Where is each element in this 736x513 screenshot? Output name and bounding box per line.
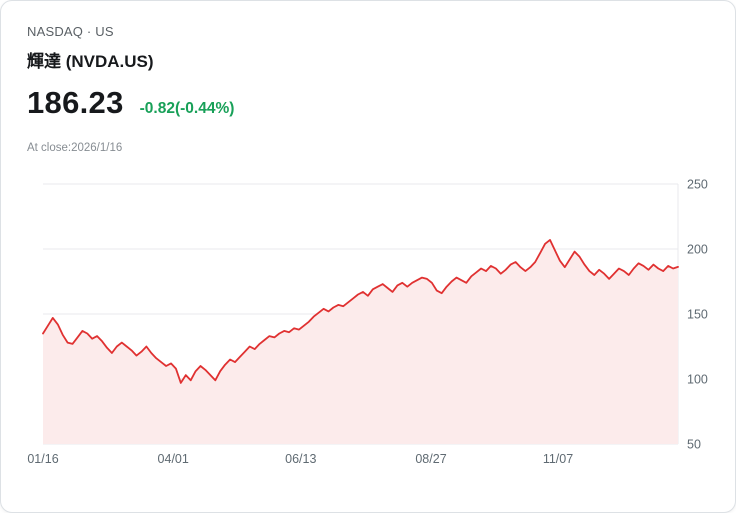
y-tick-label: 50: [687, 438, 701, 452]
x-tick-label: 01/16: [27, 452, 58, 466]
price-change: -0.82(-0.44%): [139, 100, 235, 117]
last-price: 186.23: [27, 85, 124, 120]
exchange-label: NASDAQ · US: [27, 24, 114, 39]
stock-title: 輝達 (NVDA.US): [27, 52, 154, 71]
price-row: 186.23 -0.82(-0.44%): [27, 85, 234, 121]
y-tick-label: 250: [687, 178, 708, 192]
x-tick-label: 04/01: [158, 452, 189, 466]
x-tick-label: 08/27: [415, 452, 446, 466]
price-area: [43, 239, 678, 444]
x-tick-label: 11/07: [543, 452, 573, 466]
y-tick-label: 200: [687, 243, 708, 257]
as-of-label: At close:2026/1/16: [27, 142, 123, 154]
y-tick-label: 150: [687, 308, 708, 322]
x-tick-label: 06/13: [285, 452, 316, 466]
y-tick-label: 100: [687, 373, 708, 387]
price-line: [42, 238, 679, 384]
